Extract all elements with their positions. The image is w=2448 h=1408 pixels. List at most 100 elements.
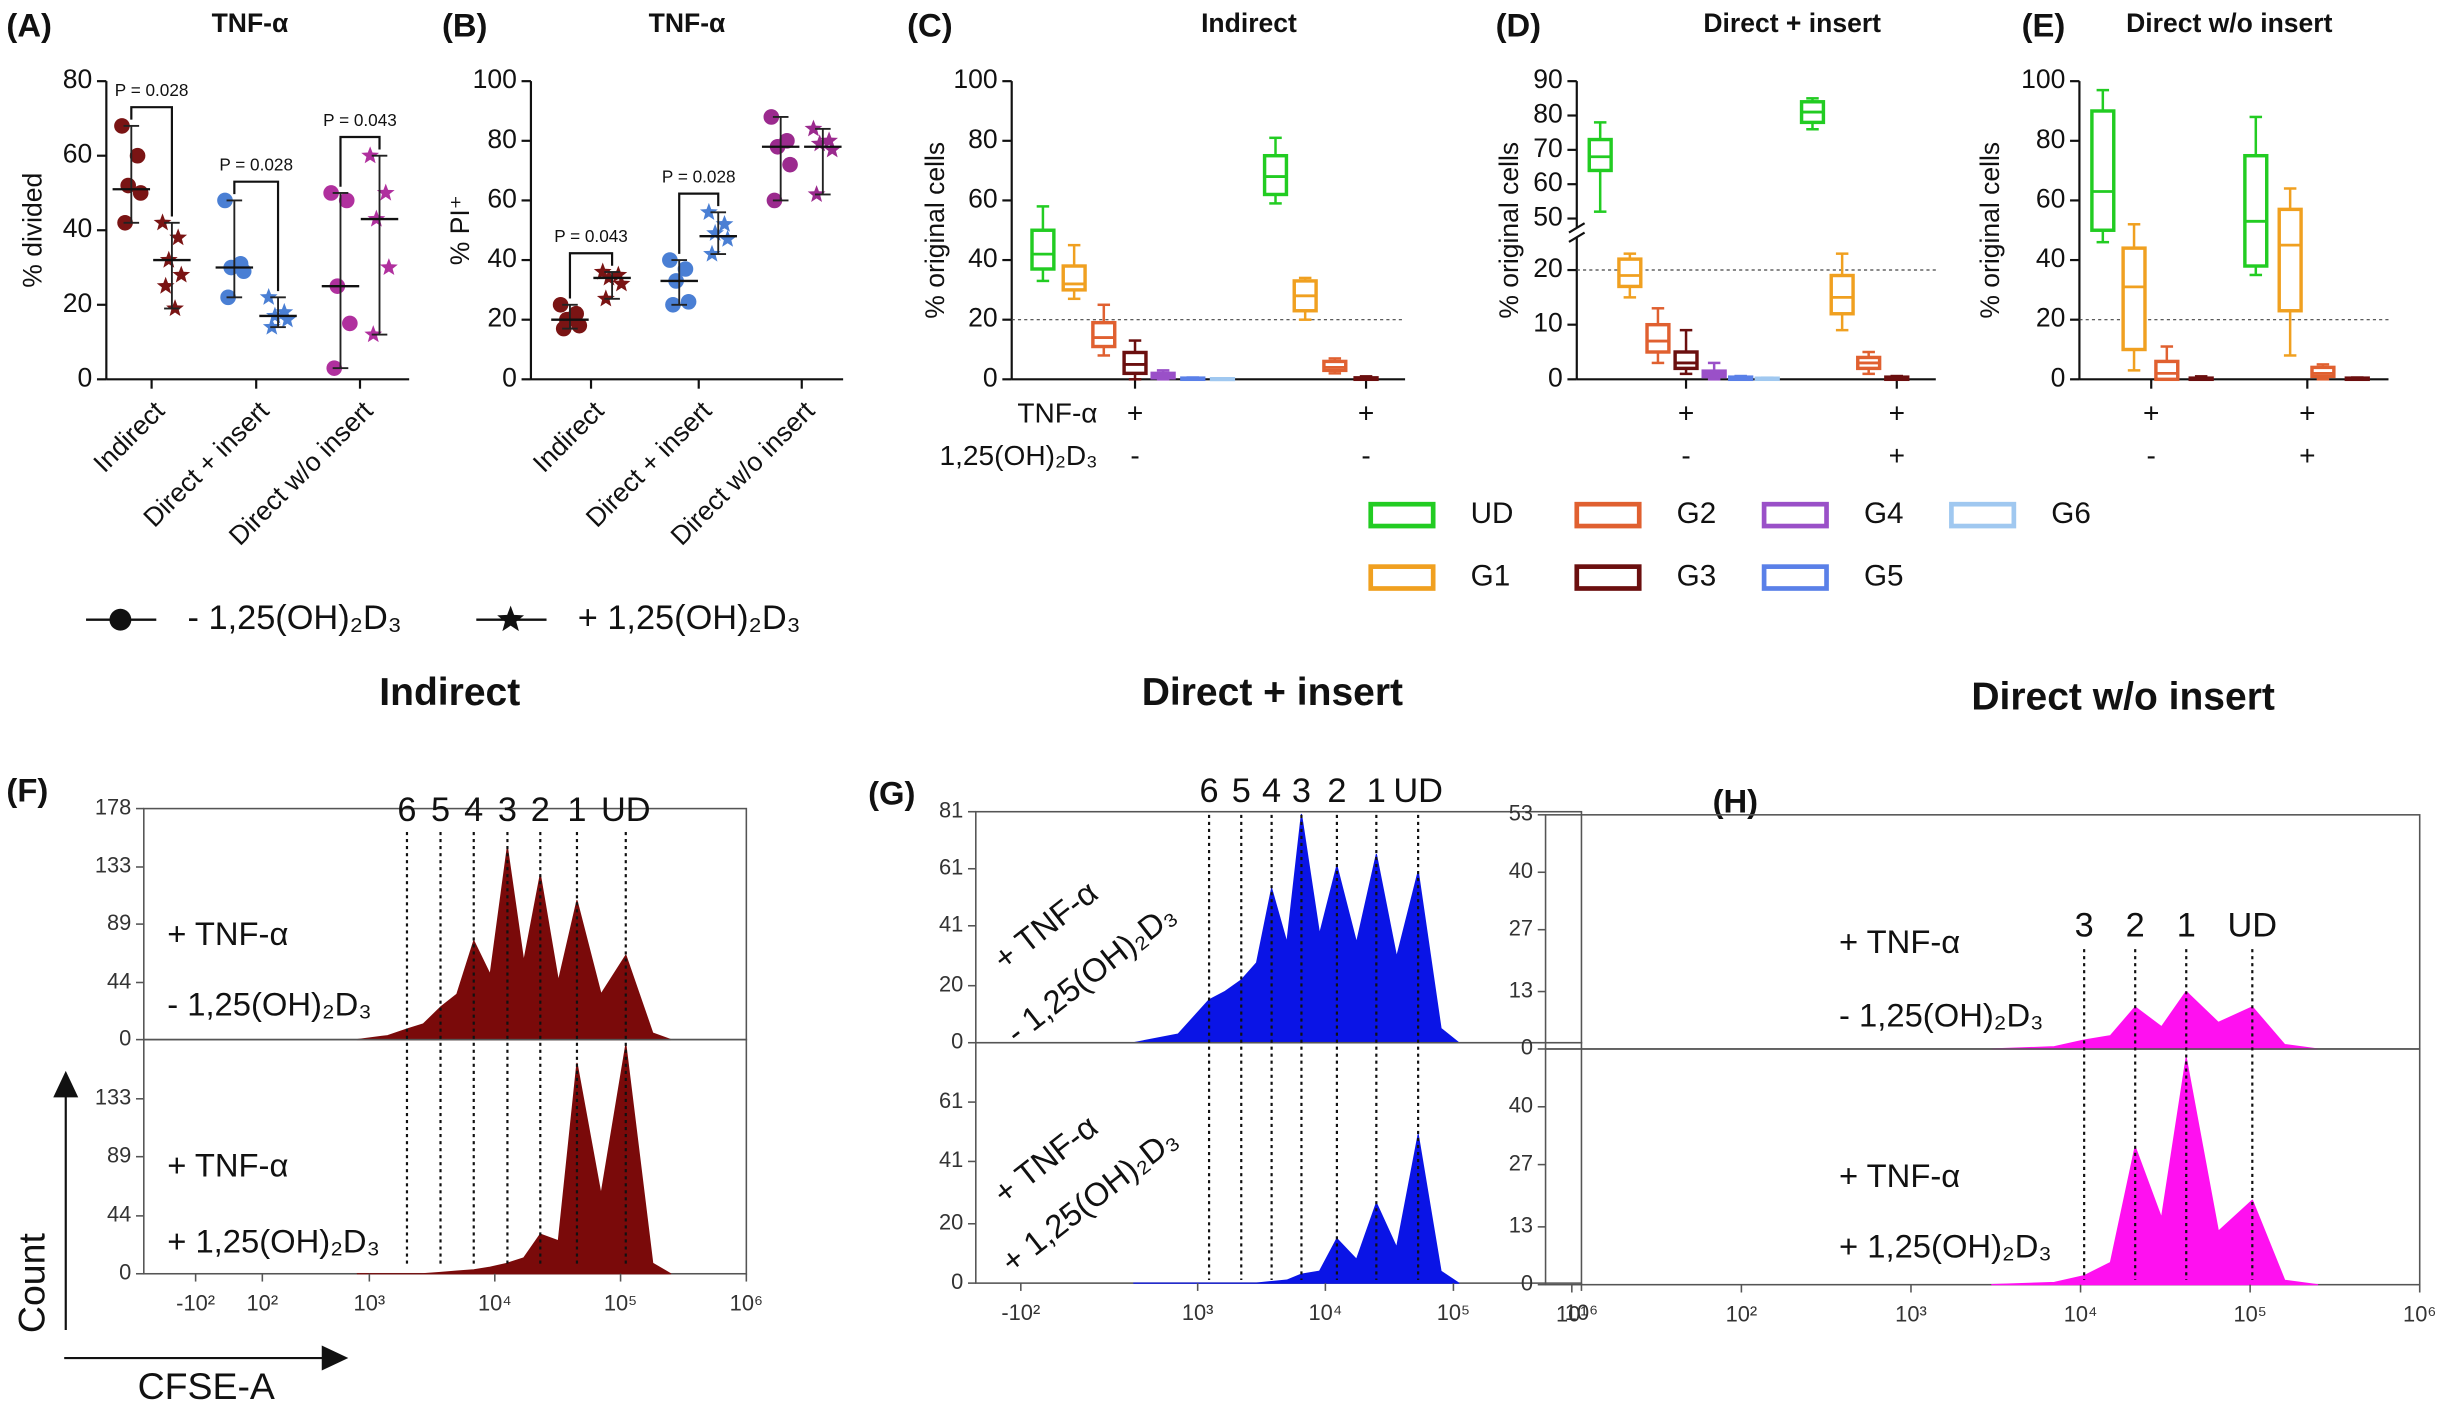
gate-label: 2 [531,791,550,829]
point [677,261,694,277]
p-value: P = 0.043 [554,226,628,246]
y-tick-label: 13 [1509,1213,1533,1238]
star-point [612,274,631,292]
x-tick-label: 10⁵ [1437,1300,1470,1325]
y-tick-label: 0 [119,1260,131,1285]
x-tick-label: -10² [176,1291,215,1316]
y-tick-label: 20 [487,303,517,333]
gate-label: 3 [1292,772,1311,810]
legend-star [497,605,525,632]
condition-sign: + [2143,398,2159,429]
gate-label: UD [601,791,651,829]
gate-label: 1 [2177,906,2196,944]
point [217,192,233,209]
y-tick-label: 41 [939,912,963,937]
y-arrowhead [53,1070,79,1098]
legend-label: + 1,25(OH)₂D₃ [578,599,801,637]
y-axis-label: % original cells [1494,142,1524,319]
legend-box [1574,564,1642,591]
x-tick-label: 10³ [1895,1302,1927,1327]
box [1673,350,1699,371]
star-point [379,258,398,276]
condition-sign: - [1130,440,1139,471]
y-tick-label: 27 [1509,915,1533,940]
condition-label: - 1,25(OH)₂D₃ [167,985,371,1022]
y-tick-label: 40 [1509,858,1533,883]
panel-title: TNF-α [212,8,289,38]
y-tick-label: 89 [107,1142,131,1167]
y-tick-label: 0 [951,1269,963,1294]
y-tick-label: 40 [1509,1093,1533,1118]
y-axis-label: % PI⁺ [445,195,475,265]
y-tick-label: 0 [2051,362,2066,392]
x-tick-label: 10¹ [1556,1302,1588,1327]
significance-bracket [339,135,381,187]
y-tick-label: 178 [95,794,131,819]
y-tick-label: 80 [2036,124,2066,154]
x-tick-label: 10⁴ [1309,1300,1343,1325]
condition-sign: - [1361,440,1370,471]
y-tick-label: 10 [1533,308,1563,338]
significance-bracket [233,180,280,292]
legend-box [1761,501,1829,529]
condition-sign: + [1678,398,1694,429]
gate-label: 5 [431,791,450,829]
condition-sign: - [2147,440,2156,471]
gate-label: 3 [498,791,517,829]
condition-label: + TNF-α [1839,923,1960,960]
star-point [823,140,842,158]
point [763,109,780,125]
panel-label: (D) [1496,7,1542,44]
star-point [718,229,737,247]
y-tick-label: 0 [1521,1270,1533,1295]
condition-sign: + [2299,440,2315,471]
y-tick-label: 0 [951,1028,963,1053]
x-tick-label: 10⁵ [2233,1302,2266,1327]
y-axis-label: % divided [18,173,48,288]
star-point [259,288,278,305]
x-axis-label: CFSE-A [138,1365,275,1407]
gate-label: UD [2228,906,2278,944]
y-tick-label: 60 [1533,167,1563,197]
histogram-area [1991,990,2319,1050]
gate-label: 5 [1232,772,1251,810]
x-tick-label: 10⁴ [478,1291,512,1316]
panel-label: (A) [6,7,52,44]
condition-sign: + [1127,398,1143,429]
y-axis-label: Count [10,1233,52,1334]
y-tick-label: 100 [2021,64,2065,94]
y-tick-label: 40 [968,243,998,273]
panel-label: (F) [6,772,48,809]
condition-label: + 1,25(OH)₂D₃ [1839,1227,2052,1264]
significance-bracket [130,106,173,217]
star-point [376,183,395,201]
point [782,156,798,173]
y-tick-label: 80 [968,124,998,154]
panel-title: TNF-α [649,8,726,38]
box [1091,320,1117,349]
p-value: P = 0.028 [662,167,736,187]
panel-title: Direct w/o insert [2126,8,2332,38]
y-tick-label: 53 [1509,801,1533,826]
x-tick-label: 10⁴ [2064,1302,2098,1327]
condition-label: + 1,25(OH)₂D₃ [167,1223,380,1260]
y-tick-label: 0 [983,362,998,392]
box [2121,246,2147,352]
box [1122,350,1148,376]
histogram-area [1133,813,1460,1044]
panel-label: (E) [2022,7,2066,44]
y-tick-label: 60 [487,183,517,213]
y-tick-label: 40 [2036,243,2066,273]
y-tick-label: 20 [1533,253,1563,283]
x-tick-label: 10⁵ [604,1291,637,1316]
x-tick-label: -10² [1001,1300,1040,1325]
box [1829,273,1855,316]
box [1645,322,1671,354]
legend-box [1761,564,1829,591]
point [132,185,149,201]
section-title: Direct w/o insert [1971,676,2275,719]
y-axis-label: % original cells [1975,142,2005,319]
y-tick-label: 44 [107,968,131,993]
